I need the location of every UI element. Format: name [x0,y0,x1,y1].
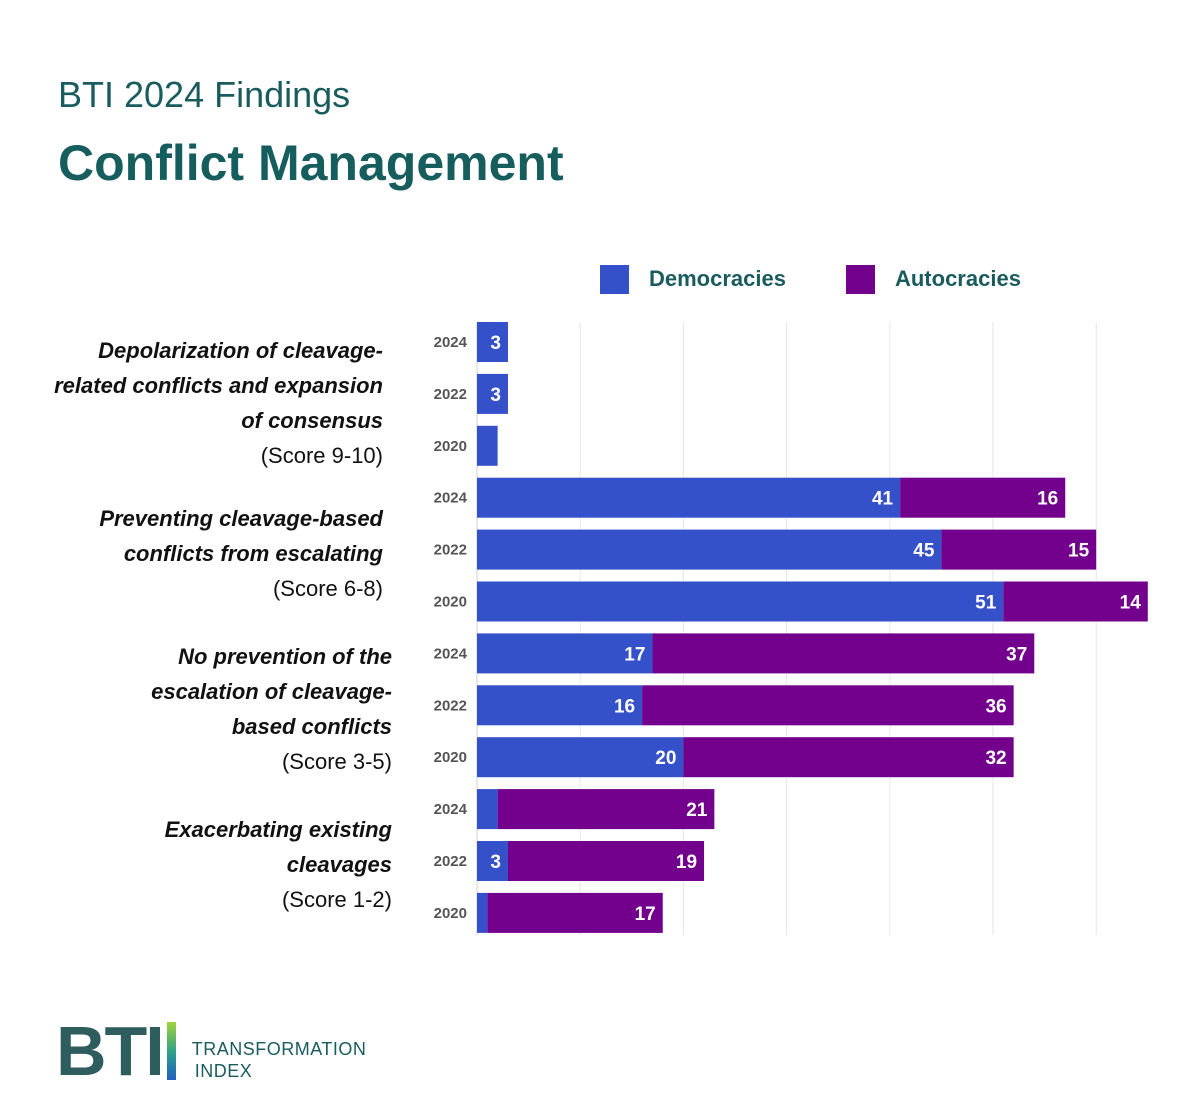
group-label-score-3-5: No prevention of the escalation of cleav… [102,639,392,779]
bar-democracies [477,789,498,830]
tick-label-year: 2024 [434,490,468,507]
group-label-text: Preventing cleavage-based conflicts from… [99,506,383,566]
data-label: 3 [490,852,501,873]
bar-autocracies [507,841,705,881]
tick-label-year: 2024 [434,645,468,662]
group-label-score-1-2: Exacerbating existing cleavages (Score 1… [102,812,392,917]
group-label-text: No prevention of the escalation of cleav… [151,644,392,739]
data-label: 19 [676,852,697,873]
group-score: (Score 3-5) [281,749,392,774]
bar-autocracies [487,892,663,933]
bar-democracies [477,322,508,362]
data-label: 36 [985,696,1006,717]
bar-autocracies [652,633,1035,674]
bar-democracies [477,425,498,466]
bar-democracies [477,841,508,881]
bar-autocracies [642,685,1014,726]
legend-label-democracies: Democracies [649,266,786,291]
bar-autocracies [683,737,1014,778]
legend-swatch-democracies [600,264,629,294]
data-label: 15 [1068,541,1090,562]
bar-autocracies [1003,581,1148,622]
group-label-text: Depolarization of cleavage-related confl… [54,338,383,433]
group-label-score-9-10: Depolarization of cleavage-related confl… [53,333,383,473]
bar-autocracies [900,477,1066,518]
tick-label-year: 2020 [434,749,467,766]
data-label: 16 [1037,489,1058,510]
legend-swatch-autocracies [845,264,875,294]
bar-democracies [477,892,488,933]
legend-label-autocracies: Autocracies [894,266,1021,291]
tick-label-year: 2022 [434,386,467,403]
group-label-score-6-8: Preventing cleavage-based conflicts from… [53,501,383,606]
bar-democracies [477,373,508,414]
logo-gradient-bar [166,1022,176,1080]
group-score: (Score 6-8) [272,576,383,601]
data-label: 41 [872,489,894,510]
tick-label-year: 2024 [434,334,468,351]
data-label: 3 [490,333,501,354]
group-score: (Score 9-10) [260,443,383,468]
logo-mark: BTI [56,1012,165,1090]
tick-label-year: 2020 [434,594,467,611]
group-label-text: Exacerbating existing cleavages [164,817,392,877]
data-label: 16 [614,696,635,717]
data-label: 37 [1006,644,1027,665]
data-label: 3 [490,385,501,406]
bti-logo: BTI TRANSFORMATION INDEX [56,1012,367,1090]
data-label: 14 [1120,593,1142,614]
data-label: 20 [655,748,676,769]
data-label: 51 [975,593,997,614]
logo-line-1: TRANSFORMATION [191,1039,367,1059]
tick-label-year: 2022 [434,697,467,714]
data-label: 45 [913,541,935,562]
legend-item-autocracies: Autocracies [845,264,1021,294]
bar-democracies [477,737,684,778]
legend-item-democracies: Democracies [600,264,786,294]
bar-democracies [477,581,1004,622]
tick-label-year: 2020 [434,438,467,455]
tick-label-year: 2020 [434,905,467,922]
bar-autocracies [497,789,715,830]
bar-democracies [477,633,653,674]
bar-democracies [477,529,942,570]
logo-line-2: INDEX [194,1061,253,1081]
bar-democracies [477,685,643,726]
logo-wordmark: TRANSFORMATION INDEX [192,1038,367,1082]
tick-label-year: 2022 [434,542,467,559]
data-label: 21 [686,800,708,821]
bar-democracies [477,477,901,518]
tick-label-year: 2024 [434,801,468,818]
chart-eyebrow: BTI 2024 Findings [58,74,351,115]
tick-label-year: 2022 [434,853,467,870]
bar-autocracies [941,529,1097,570]
legend: Democracies Autocracies [600,264,1081,294]
data-label: 32 [985,748,1006,769]
group-score: (Score 1-2) [281,887,392,912]
chart-title: Conflict Management [58,135,564,191]
data-label: 17 [635,904,656,925]
data-label: 17 [624,644,645,665]
